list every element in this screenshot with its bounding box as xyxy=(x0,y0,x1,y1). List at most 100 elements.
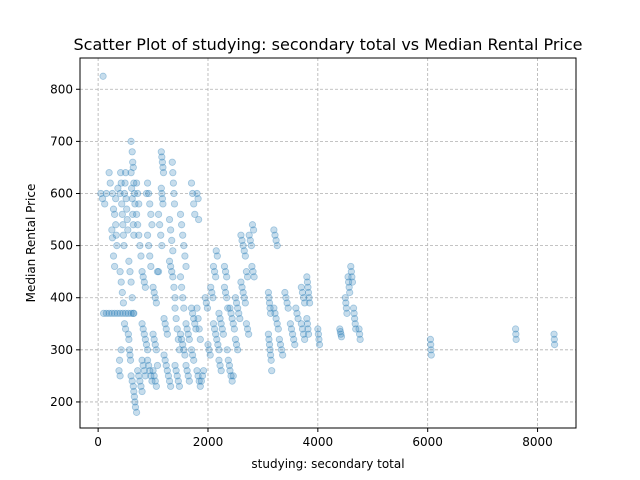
data-point xyxy=(171,304,179,312)
data-point xyxy=(232,299,241,307)
data-point xyxy=(228,377,236,385)
data-point xyxy=(116,189,124,198)
data-point xyxy=(194,314,202,323)
data-point xyxy=(216,361,224,370)
data-point xyxy=(125,335,133,344)
data-point xyxy=(111,210,119,218)
data-point xyxy=(213,252,221,260)
data-point xyxy=(120,189,129,198)
data-point xyxy=(138,387,146,396)
data-point xyxy=(344,278,353,286)
data-point xyxy=(287,325,296,333)
data-point xyxy=(97,189,105,198)
data-point xyxy=(272,236,280,244)
data-point xyxy=(226,304,234,312)
data-point xyxy=(221,268,230,276)
data-point xyxy=(305,294,313,302)
data-point xyxy=(128,195,136,203)
data-point xyxy=(99,72,107,80)
data-point xyxy=(238,283,246,291)
data-point xyxy=(153,361,162,370)
data-point xyxy=(512,330,520,338)
data-point xyxy=(265,294,273,302)
data-point xyxy=(158,195,166,203)
data-point xyxy=(150,372,158,380)
data-point xyxy=(196,382,204,390)
data-point xyxy=(143,231,152,239)
data-point xyxy=(229,372,237,380)
data-point xyxy=(165,257,174,265)
data-point xyxy=(170,200,179,208)
data-point xyxy=(191,210,199,218)
data-point xyxy=(231,294,240,302)
data-point xyxy=(291,341,299,349)
data-point xyxy=(283,299,291,307)
data-point xyxy=(245,330,253,338)
data-point xyxy=(174,335,182,344)
data-point xyxy=(112,195,120,203)
data-point xyxy=(150,288,158,297)
data-point xyxy=(304,325,312,333)
data-point xyxy=(267,309,275,317)
data-point xyxy=(250,273,258,281)
data-point xyxy=(212,273,220,281)
data-point xyxy=(194,195,202,203)
data-point xyxy=(178,283,186,291)
data-point xyxy=(180,242,188,250)
data-point xyxy=(246,236,254,244)
data-point xyxy=(140,367,148,375)
data-point xyxy=(127,309,135,317)
data-point xyxy=(169,247,177,255)
data-point xyxy=(117,278,125,286)
data-point xyxy=(159,200,167,208)
y-tick-label: 300 xyxy=(50,343,73,357)
data-point xyxy=(197,377,205,385)
y-tick-label: 700 xyxy=(50,134,73,148)
y-axis-label: Median Rental Price xyxy=(24,184,38,303)
data-point xyxy=(130,387,138,396)
x-tick-label: 8000 xyxy=(522,435,553,449)
data-point xyxy=(205,346,213,354)
data-point xyxy=(232,341,241,349)
data-point xyxy=(550,341,559,349)
data-point xyxy=(227,309,235,317)
x-tick-label: 6000 xyxy=(412,435,443,449)
data-point xyxy=(210,268,219,276)
data-point xyxy=(204,341,212,349)
data-point xyxy=(241,299,249,307)
data-point xyxy=(171,361,179,370)
data-point xyxy=(201,294,209,302)
data-point xyxy=(305,299,314,307)
data-point xyxy=(154,210,163,218)
grid xyxy=(80,58,576,428)
data-point xyxy=(176,210,185,218)
data-point xyxy=(119,231,127,239)
plot-frame xyxy=(79,57,577,429)
data-point xyxy=(167,262,175,271)
data-point xyxy=(301,299,309,307)
data-point xyxy=(282,294,290,302)
data-point xyxy=(190,314,198,323)
data-point xyxy=(147,262,155,271)
data-point xyxy=(236,314,244,323)
data-point xyxy=(350,309,358,317)
data-point xyxy=(336,325,344,333)
data-point xyxy=(118,200,126,208)
data-point xyxy=(223,273,231,281)
data-point xyxy=(156,221,164,229)
data-point xyxy=(179,231,187,239)
data-point xyxy=(273,320,281,328)
data-point xyxy=(171,294,179,302)
data-point xyxy=(116,372,124,380)
data-point xyxy=(208,288,216,297)
data-point xyxy=(176,330,185,338)
data-point xyxy=(161,356,169,364)
data-point xyxy=(298,288,307,297)
data-point xyxy=(298,325,307,333)
data-point xyxy=(111,309,119,317)
data-point xyxy=(113,242,121,250)
data-point xyxy=(274,325,282,333)
data-point xyxy=(196,335,204,344)
data-point xyxy=(175,382,184,390)
